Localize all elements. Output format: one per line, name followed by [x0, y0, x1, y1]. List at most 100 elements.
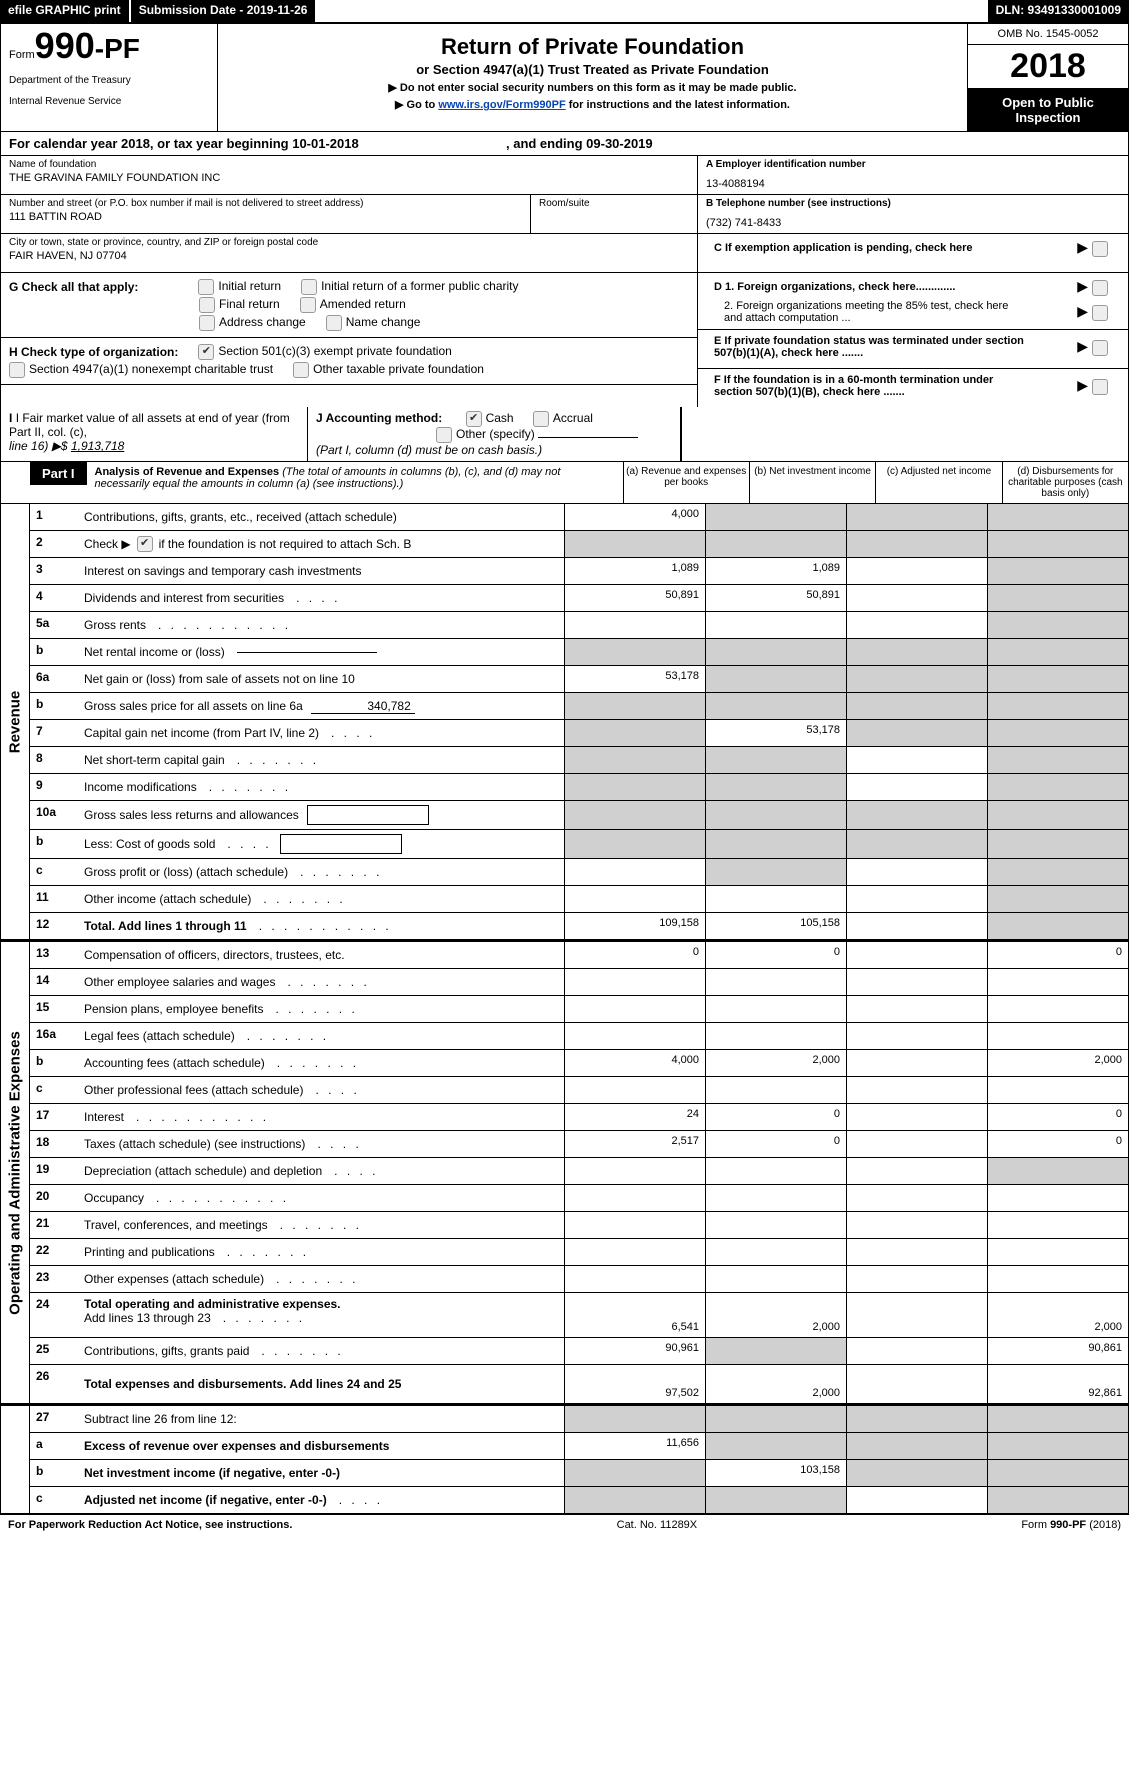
row-24-b: 2,000 [705, 1293, 846, 1337]
row-2-checkbox[interactable] [137, 536, 153, 552]
summary-section: 27 Subtract line 26 from line 12: a Exce… [0, 1404, 1129, 1514]
address-cell: Number and street (or P.O. box number if… [1, 195, 531, 234]
d1-label: D 1. Foreign organizations, check here..… [714, 281, 955, 293]
j-other-checkbox[interactable] [436, 427, 452, 443]
row-26-d: 92,861 [987, 1365, 1128, 1403]
form-header: Form990-PF Department of the Treasury In… [0, 23, 1129, 132]
i-line: line 16) ▶$ 1,913,718 [9, 439, 299, 453]
row-17-desc: Interest [84, 1110, 269, 1124]
col-c-header: (c) Adjusted net income [875, 462, 1001, 503]
section-d-cell: D 1. Foreign organizations, check here..… [698, 273, 1128, 330]
d2-label: 2. Foreign organizations meeting the 85%… [724, 300, 1024, 324]
j-accrual-checkbox[interactable] [533, 411, 549, 427]
info-grid: Name of foundation THE GRAVINA FAMILY FO… [0, 156, 1129, 407]
dept-line-1: Department of the Treasury [9, 75, 209, 86]
g-addr-change-checkbox[interactable] [199, 315, 215, 331]
j-cash-checkbox[interactable] [466, 411, 482, 427]
room-cell: Room/suite [531, 195, 697, 234]
h-other-checkbox[interactable] [293, 362, 309, 378]
h-501c3-checkbox[interactable] [198, 344, 214, 360]
section-e-cell: E If private foundation status was termi… [698, 330, 1128, 369]
row-7-b: 53,178 [705, 720, 846, 746]
d2-checkbox[interactable] [1092, 305, 1108, 321]
row-5a-desc: Gross rents [84, 618, 291, 632]
i-label: I I Fair market value of all assets at e… [9, 411, 299, 439]
row-10c: c Gross profit or (loss) (attach schedul… [30, 859, 1128, 886]
expenses-label-text: Operating and Administrative Expenses [7, 1031, 24, 1315]
submission-date: Submission Date - 2019-11-26 [129, 0, 316, 22]
row-27a: a Excess of revenue over expenses and di… [30, 1433, 1128, 1460]
g-final-checkbox[interactable] [199, 297, 215, 313]
revenue-label-text: Revenue [7, 690, 24, 753]
row-6a-a: 53,178 [564, 666, 705, 692]
row-2: 2 Check ▶ if the foundation is not requi… [30, 531, 1128, 558]
row-27b: b Net investment income (if negative, en… [30, 1460, 1128, 1487]
form-number: 990 [35, 25, 95, 66]
row-3-desc: Interest on savings and temporary cash i… [84, 564, 361, 578]
c-label: C If exemption application is pending, c… [714, 242, 973, 254]
g-initial-former-checkbox[interactable] [301, 279, 317, 295]
row-4-a: 50,891 [564, 585, 705, 611]
calendar-year-row: For calendar year 2018, or tax year begi… [0, 132, 1129, 156]
row-22: 22 Printing and publications [30, 1239, 1128, 1266]
g-initial-label: Initial return [218, 279, 281, 293]
city-cell: City or town, state or province, country… [1, 234, 697, 273]
form-warning-1: ▶ Do not enter social security numbers o… [226, 81, 959, 94]
part1-label: Part I [30, 462, 87, 485]
g-initial-former-label: Initial return of a former public charit… [321, 279, 518, 293]
row-24-d: 2,000 [987, 1293, 1128, 1337]
row-16c: c Other professional fees (attach schedu… [30, 1077, 1128, 1104]
row-16b-a: 4,000 [564, 1050, 705, 1076]
row-9: 9 Income modifications [30, 774, 1128, 801]
section-ij: I I Fair market value of all assets at e… [0, 407, 1129, 462]
row-24: 24 Total operating and administrative ex… [30, 1293, 1128, 1338]
g-amended-checkbox[interactable] [300, 297, 316, 313]
i-value: 1,913,718 [71, 439, 124, 453]
revenue-side-label: Revenue [1, 504, 30, 939]
d1-checkbox[interactable] [1092, 280, 1108, 296]
tax-year: 2018 [968, 45, 1128, 89]
row-27a-a: 11,656 [564, 1433, 705, 1459]
row-1-desc: Contributions, gifts, grants, etc., rece… [84, 510, 397, 524]
irs-link[interactable]: www.irs.gov/Form990PF [438, 99, 565, 111]
c-checkbox[interactable] [1092, 241, 1108, 257]
dept-line-2: Internal Revenue Service [9, 96, 209, 107]
row-18-d: 0 [987, 1131, 1128, 1157]
j-cash-label: Cash [486, 411, 514, 425]
expenses-side-label: Operating and Administrative Expenses [1, 942, 30, 1403]
city-value: FAIR HAVEN, NJ 07704 [9, 250, 689, 262]
col-a-header: (a) Revenue and expenses per books [623, 462, 749, 503]
row-27: 27 Subtract line 26 from line 12: [30, 1406, 1128, 1433]
row-17-d: 0 [987, 1104, 1128, 1130]
row-5b-desc: Net rental income or (loss) [84, 645, 225, 659]
g-name-change-checkbox[interactable] [326, 315, 342, 331]
row-19: 19 Depreciation (attach schedule) and de… [30, 1158, 1128, 1185]
row-13-d: 0 [987, 942, 1128, 968]
row-3-b: 1,089 [705, 558, 846, 584]
addr-label: Number and street (or P.O. box number if… [9, 198, 522, 209]
open-inspection: Open to Public Inspection [968, 89, 1128, 131]
foundation-name-cell: Name of foundation THE GRAVINA FAMILY FO… [1, 156, 697, 195]
e-checkbox[interactable] [1092, 340, 1108, 356]
section-g: G Check all that apply: Initial return I… [1, 273, 697, 338]
row-17: 17 Interest 24 0 0 [30, 1104, 1128, 1131]
f-label: F If the foundation is in a 60-month ter… [714, 374, 993, 398]
row-10b-desc: Less: Cost of goods sold [84, 837, 272, 851]
row-7-desc: Capital gain net income (from Part IV, l… [84, 726, 375, 740]
f-checkbox[interactable] [1092, 379, 1108, 395]
h-4947-checkbox[interactable] [9, 362, 25, 378]
section-f-cell: F If the foundation is in a 60-month ter… [698, 369, 1128, 407]
ein-cell: A Employer identification number 13-4088… [698, 156, 1128, 195]
row-9-desc: Income modifications [84, 780, 291, 794]
g-addr-change-label: Address change [219, 315, 306, 329]
part1-desc: Analysis of Revenue and Expenses (The to… [87, 462, 623, 494]
row-14: 14 Other employee salaries and wages [30, 969, 1128, 996]
row-18-a: 2,517 [564, 1131, 705, 1157]
section-c-cell: C If exemption application is pending, c… [698, 234, 1128, 273]
row-18-b: 0 [705, 1131, 846, 1157]
warn2-pre: ▶ Go to [395, 99, 438, 111]
row-11-desc: Other income (attach schedule) [84, 892, 346, 906]
g-initial-checkbox[interactable] [198, 279, 214, 295]
section-h: H Check type of organization: Section 50… [1, 338, 697, 385]
efile-label: efile GRAPHIC print [0, 0, 129, 22]
